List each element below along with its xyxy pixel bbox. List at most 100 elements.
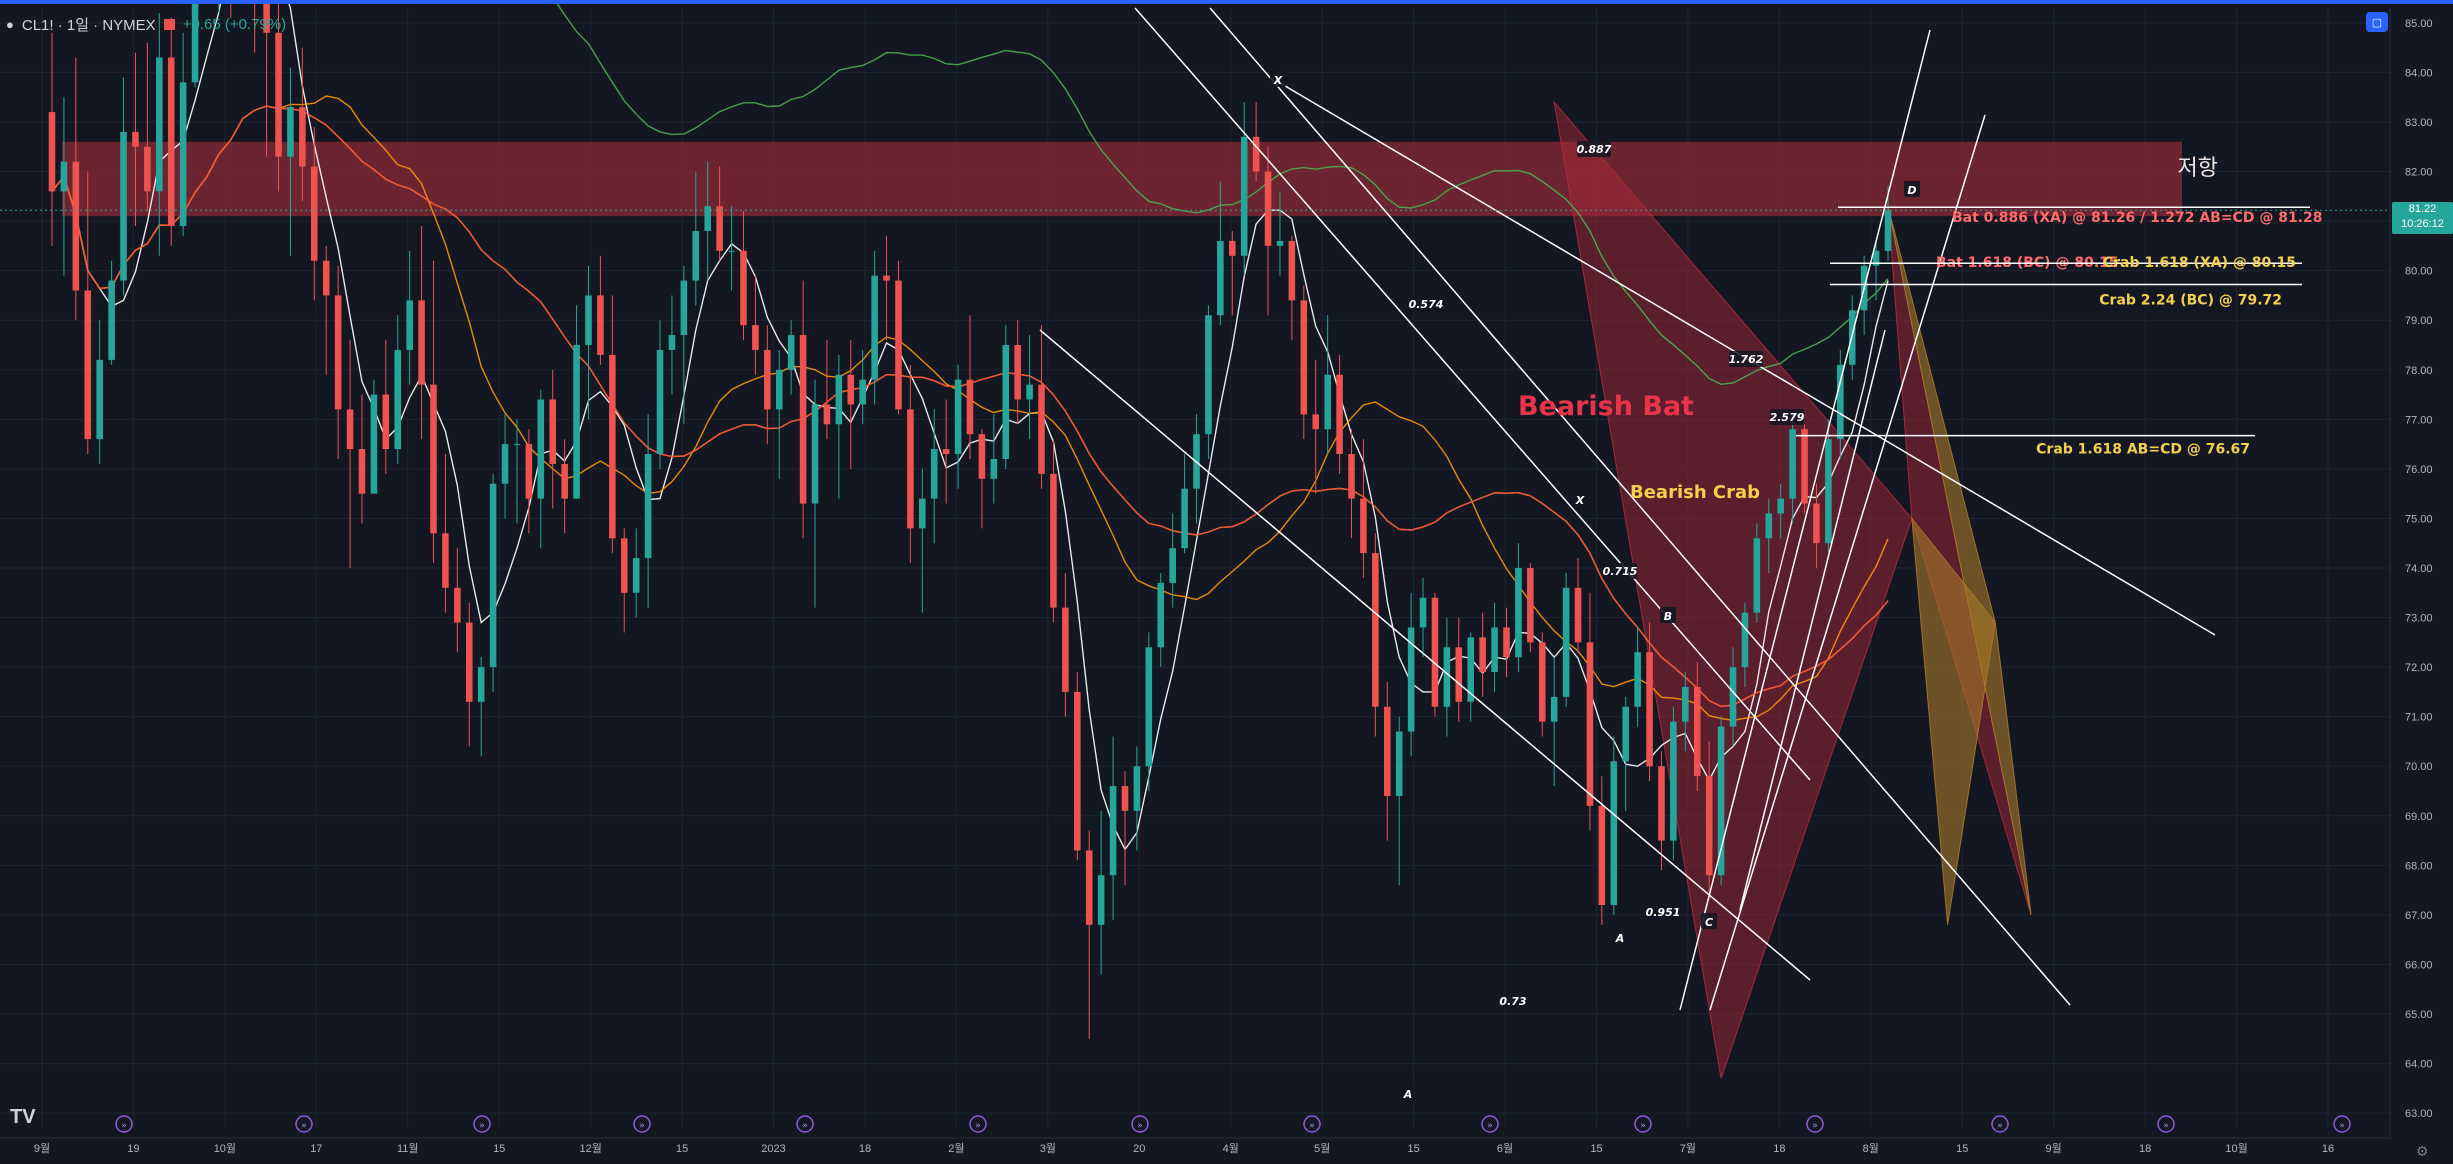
ratio-label-bg xyxy=(1496,993,1530,1009)
candle-body xyxy=(1479,637,1486,673)
candle-body xyxy=(430,384,437,534)
candle-body xyxy=(1336,374,1343,455)
y-tick-label: 76.00 xyxy=(2405,464,2433,476)
candle-body xyxy=(1443,647,1451,707)
candle-body xyxy=(1825,439,1832,544)
y-tick-label: 85.00 xyxy=(2405,18,2433,30)
candle-body xyxy=(84,290,92,440)
candle-body xyxy=(1431,597,1439,707)
candle-body xyxy=(1133,766,1141,811)
y-tick-label: 79.00 xyxy=(2405,315,2433,327)
event-marker-icon xyxy=(1131,1115,1149,1133)
candle-body xyxy=(1646,652,1653,767)
candle-body xyxy=(919,498,926,529)
candle-body xyxy=(1050,473,1057,608)
y-tick-label: 64.00 xyxy=(2405,1059,2433,1071)
trend-line xyxy=(1709,114,1986,1011)
candle-body xyxy=(1837,364,1844,440)
candle-body xyxy=(704,206,711,232)
candle-body xyxy=(1026,384,1033,400)
candle-body xyxy=(1705,776,1713,876)
x-tick-label: 3월 xyxy=(1040,1142,1056,1155)
x-tick-label: 10월 xyxy=(214,1142,236,1155)
candle-body xyxy=(167,57,175,227)
point-label: X xyxy=(1273,74,1283,87)
candle-body xyxy=(287,107,294,157)
ratio-label: 0.73 xyxy=(1499,995,1526,1008)
event-marker-icon xyxy=(633,1115,651,1133)
candle-body xyxy=(394,349,402,450)
last-price-tag: 81.22 10:26:12 xyxy=(2392,202,2453,234)
candle-body xyxy=(1372,553,1379,707)
event-marker-glyph: » xyxy=(479,1121,485,1131)
x-tick-label: 18 xyxy=(1773,1143,1785,1155)
candle-body xyxy=(1169,548,1176,583)
candle-body xyxy=(1670,721,1677,841)
candle-body xyxy=(930,449,938,499)
event-marker-icon xyxy=(1481,1115,1499,1133)
point-label-bg xyxy=(1904,181,1920,197)
ratio-label: 0.887 xyxy=(1577,143,1612,156)
candle-body xyxy=(549,399,557,464)
candle-body xyxy=(1312,414,1320,430)
candle-body xyxy=(656,349,664,455)
y-tick-label: 72.00 xyxy=(2405,662,2433,674)
candle-body xyxy=(1062,607,1069,692)
point-label: A xyxy=(1403,1088,1413,1101)
y-tick-label: 84.00 xyxy=(2405,67,2433,79)
ratio-label: 0.715 xyxy=(1603,565,1638,578)
candle-body xyxy=(72,161,80,291)
candle-body xyxy=(1610,761,1618,905)
crab-pattern-leg-bcd xyxy=(1887,206,2032,916)
candle-body xyxy=(716,206,723,251)
symbol-label: CL1! · 1일 · NYMEX xyxy=(21,17,156,34)
target-label: Crab 2.24 (BC) @ 79.72 xyxy=(2099,293,2282,309)
resistance-label: 저항 xyxy=(2178,156,2218,181)
candle-body xyxy=(990,458,998,479)
x-tick-label: 2023 xyxy=(761,1143,785,1155)
scale-toggle-button[interactable]: ▢ xyxy=(2366,12,2388,32)
candle-body xyxy=(537,399,545,499)
point-label: A xyxy=(1615,932,1625,945)
trend-line xyxy=(1039,329,1811,981)
candle-body xyxy=(1419,597,1427,628)
x-tick-label: 6월 xyxy=(1497,1142,1513,1155)
candle-body xyxy=(489,483,497,668)
candle-body xyxy=(680,280,688,336)
event-marker-glyph: » xyxy=(121,1121,127,1131)
target-label: Crab 1.618 (XA) @ 80.15 xyxy=(2103,255,2296,271)
x-tick-label: 17 xyxy=(310,1143,322,1155)
x-tick-label: 15 xyxy=(1956,1143,1968,1155)
candle-body xyxy=(1157,582,1165,648)
top-accent-line xyxy=(0,0,2453,4)
candle-body xyxy=(1789,429,1796,499)
x-tick-label: 15 xyxy=(1590,1143,1602,1155)
candle-body xyxy=(1538,642,1546,722)
symbol-legend[interactable]: ● CL1! · 1일 · NYMEX +0.65 (+0.79%) xyxy=(6,14,286,35)
candle-body xyxy=(1360,498,1367,554)
y-tick-label: 66.00 xyxy=(2405,959,2433,971)
ratio-label-bg xyxy=(1729,351,1763,367)
event-marker-icon xyxy=(1634,1115,1652,1133)
candle-body xyxy=(668,335,676,350)
settings-icon[interactable]: ⚙ xyxy=(2416,1143,2429,1159)
ratio-label: 2.579 xyxy=(1770,411,1805,424)
candle-body xyxy=(1383,706,1391,796)
candle-body xyxy=(597,295,604,355)
candle-body xyxy=(1884,211,1892,251)
x-tick-label: 16 xyxy=(2322,1143,2334,1155)
candle-body xyxy=(692,231,700,281)
event-marker-icon xyxy=(1806,1115,1824,1133)
candle-body xyxy=(311,166,318,261)
candle-body xyxy=(501,444,509,484)
candle-body xyxy=(1145,647,1153,767)
point-label: C xyxy=(1705,916,1713,929)
x-tick-label: 18 xyxy=(2139,1143,2151,1155)
candle-body xyxy=(907,409,914,529)
event-marker-icon xyxy=(796,1115,814,1133)
candle-body xyxy=(1276,240,1284,246)
candle-body xyxy=(609,354,616,539)
candle-body xyxy=(1014,344,1021,400)
